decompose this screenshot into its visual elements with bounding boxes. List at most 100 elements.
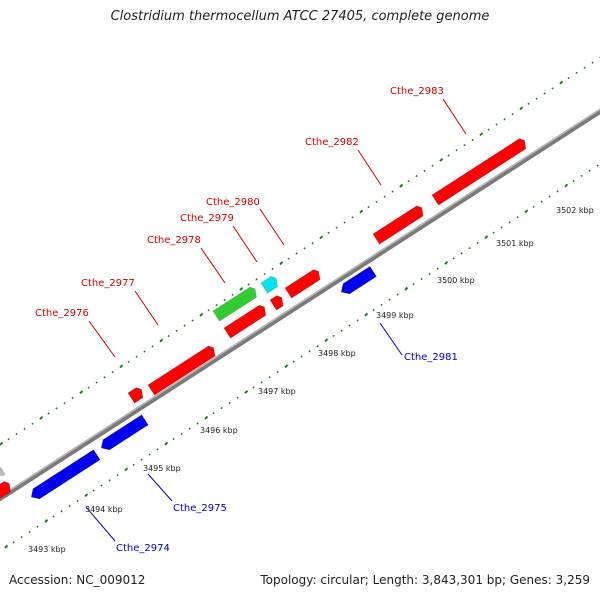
lower-tick-mark: [380, 303, 383, 307]
upper-tick-mark: [199, 312, 204, 317]
lower-tick-mark: [124, 467, 129, 472]
lower-tick-mark: [348, 324, 351, 327]
upper-tick-mark: [47, 412, 50, 415]
upper-tick-mark: [119, 364, 124, 369]
lower-tick-mark: [92, 489, 95, 492]
label-leader-line: [200, 247, 226, 284]
scale-tick-label: 3501 kbp: [496, 239, 534, 248]
lower-tick-mark: [436, 267, 439, 270]
gene-block: [260, 276, 278, 294]
lower-tick-mark: [516, 215, 519, 219]
gene-label-cthe_2975: Cthe_2975: [173, 503, 227, 514]
lower-tick-mark: [196, 422, 199, 425]
lower-tick-mark: [220, 406, 223, 410]
upper-tick-mark: [399, 183, 404, 188]
lower-tick-mark: [444, 260, 449, 265]
lower-tick-mark: [460, 252, 463, 255]
label-leader-line: [379, 322, 403, 356]
lower-tick-mark: [276, 370, 279, 374]
upper-tick-mark: [31, 422, 34, 425]
upper-tick-mark: [527, 102, 530, 106]
upper-tick-mark: [487, 128, 490, 131]
scale-tick-label: 3495 kbp: [143, 464, 181, 473]
gene-block: [340, 265, 377, 295]
upper-tick-mark: [255, 278, 258, 281]
lower-tick-mark: [116, 473, 119, 477]
upper-tick-mark: [103, 376, 106, 379]
gene-block: [0, 467, 6, 476]
scale-tick-label: 3496 kbp: [200, 426, 238, 435]
gene-block: [127, 387, 144, 404]
gene-label-cthe_2976: Cthe_2976: [35, 308, 89, 319]
lower-tick-mark: [44, 518, 49, 523]
upper-tick-mark: [55, 407, 58, 410]
lower-tick-mark: [476, 241, 479, 245]
upper-tick-mark: [111, 370, 114, 374]
upper-tick-mark: [143, 350, 146, 353]
upper-tick-mark: [495, 123, 498, 126]
scale-tick-label: 3502 kbp: [556, 206, 594, 215]
upper-tick-mark: [0, 441, 4, 446]
lower-tick-mark: [180, 432, 183, 436]
gene-label-cthe_2982: Cthe_2982: [305, 137, 359, 148]
gene-label-cthe_2978: Cthe_2978: [147, 235, 201, 246]
lower-tick-mark: [356, 319, 359, 322]
lower-tick-mark: [52, 515, 55, 518]
upper-tick-mark: [471, 138, 474, 142]
upper-tick-mark: [135, 355, 138, 358]
lower-tick-mark: [100, 484, 103, 487]
lower-tick-mark: [172, 437, 175, 441]
upper-tick-mark: [223, 298, 226, 302]
upper-tick-mark: [431, 164, 434, 167]
label-leader-line: [442, 98, 467, 135]
lower-tick-mark: [156, 448, 159, 451]
gene-block: [0, 481, 11, 499]
gene-label-cthe_2979: Cthe_2979: [180, 213, 234, 224]
upper-tick-mark: [423, 169, 426, 173]
upper-tick-mark: [95, 381, 98, 384]
lower-tick-mark: [428, 272, 431, 276]
lower-tick-mark: [164, 441, 169, 446]
lower-tick-mark: [20, 535, 23, 539]
gene-label-cthe_2974: Cthe_2974: [116, 543, 170, 554]
lower-tick-mark: [36, 525, 39, 528]
gene-label-cthe_2977: Cthe_2977: [81, 278, 135, 289]
lower-tick-mark: [388, 298, 391, 301]
lower-tick-mark: [260, 381, 263, 384]
lower-tick-mark: [500, 226, 503, 229]
upper-tick-mark: [87, 386, 90, 389]
lower-tick-mark: [148, 453, 151, 456]
gene-labels: Cthe_2974 Cthe_2975 Cthe_2976 Cthe_2977 Cthe…: [35, 86, 458, 554]
label-leader-line: [85, 506, 116, 542]
lower-tick-mark: [540, 200, 543, 203]
upper-tick-mark: [439, 157, 444, 162]
upper-tick-mark: [503, 118, 506, 121]
lower-tick-mark: [212, 412, 215, 415]
lower-tick-mark: [268, 375, 271, 379]
upper-tick-mark: [15, 432, 18, 436]
lower-tick-mark: [12, 541, 15, 544]
scale-tick-label: 3497 kbp: [258, 387, 296, 396]
upper-tick-mark: [175, 329, 178, 333]
lower-tick-mark: [452, 257, 455, 260]
upper-tick-mark: [167, 334, 170, 338]
lower-tick-mark: [84, 493, 89, 498]
upper-tick-mark: [447, 154, 450, 157]
upper-tick-mark: [239, 286, 244, 291]
lower-tick-mark: [236, 396, 239, 399]
lower-tick-mark: [300, 355, 303, 358]
upper-tick-mark: [407, 180, 410, 183]
upper-tick-mark: [159, 338, 164, 343]
upper-tick-mark: [351, 216, 354, 219]
gene-block: [212, 286, 257, 322]
upper-tick-mark: [455, 149, 458, 152]
upper-tick-mark: [327, 231, 330, 235]
lower-tick-mark: [412, 283, 415, 286]
lower-tick-mark: [68, 504, 71, 508]
upper-tick-mark: [543, 92, 546, 95]
upper-tick-mark: [335, 226, 338, 229]
gene-track: [0, 138, 527, 500]
scale-tick-label: 3493 kbp: [28, 545, 66, 554]
lower-tick-mark: [532, 205, 535, 209]
